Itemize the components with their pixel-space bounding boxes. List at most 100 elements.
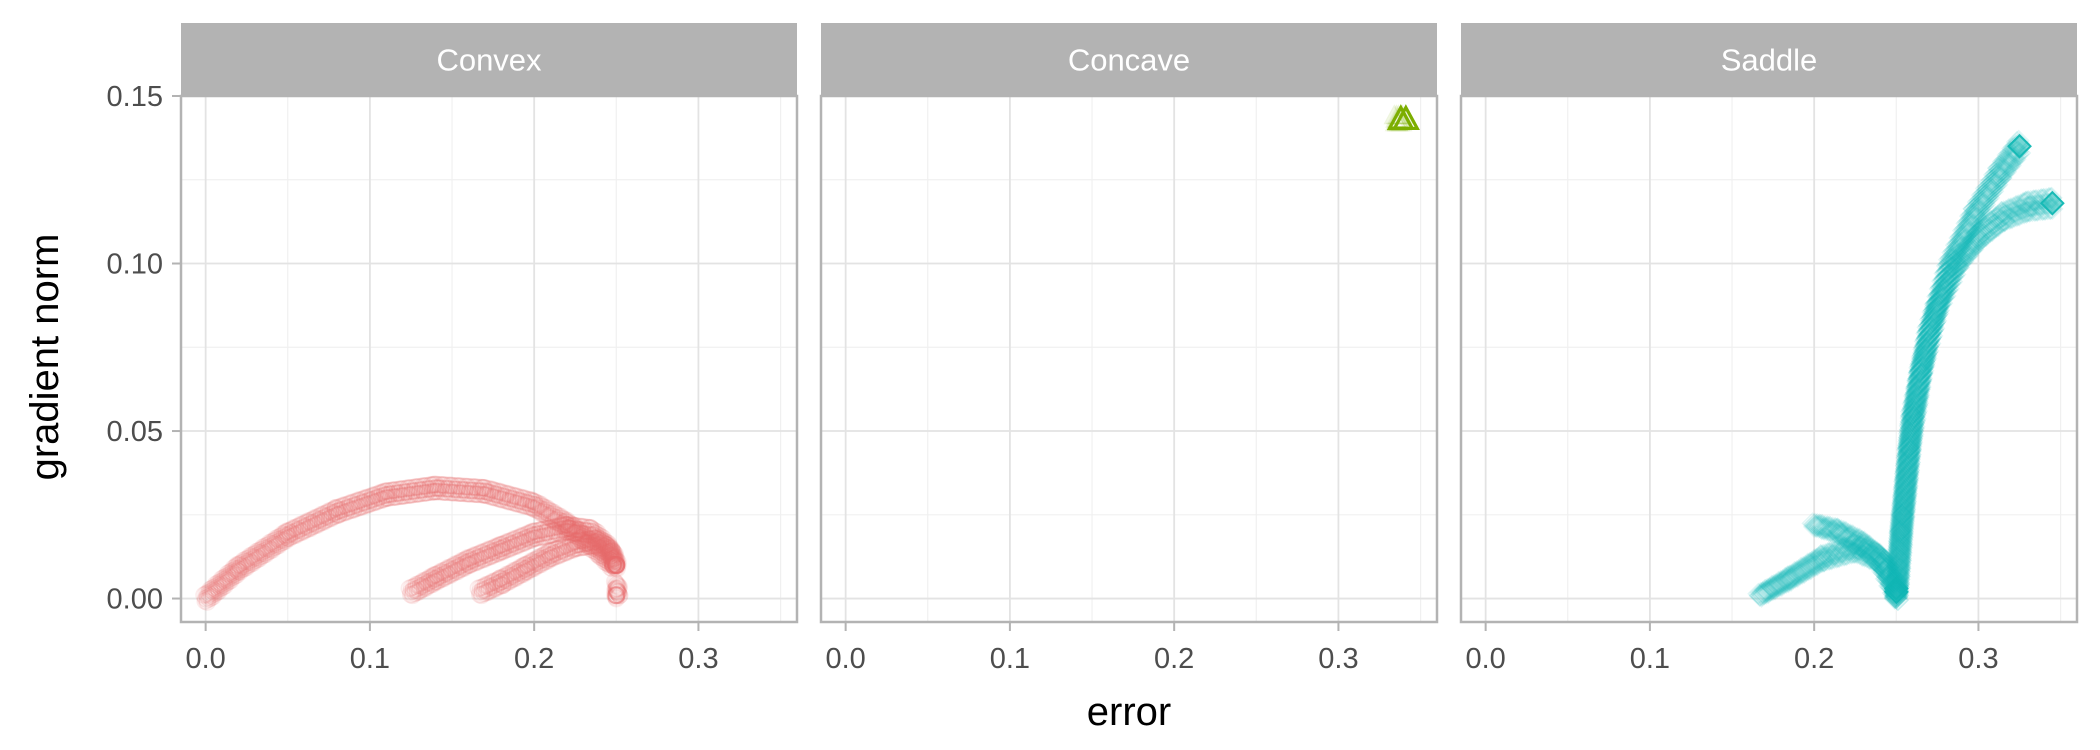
data-point bbox=[460, 485, 479, 503]
data-point bbox=[447, 561, 465, 580]
data-point bbox=[505, 569, 524, 588]
data-point bbox=[550, 524, 569, 543]
data-point bbox=[413, 577, 431, 596]
data-point bbox=[568, 520, 587, 539]
data-point bbox=[323, 505, 342, 523]
data-point bbox=[498, 491, 517, 510]
data-point bbox=[365, 489, 384, 508]
data-point bbox=[370, 484, 389, 503]
data-point bbox=[592, 546, 611, 564]
data-point bbox=[580, 530, 599, 549]
data-point bbox=[446, 563, 465, 581]
data-point bbox=[291, 517, 309, 535]
data-point bbox=[586, 542, 604, 560]
data-point bbox=[521, 523, 540, 542]
data-point bbox=[517, 490, 536, 508]
data-point bbox=[539, 519, 558, 538]
data-point bbox=[461, 555, 480, 573]
data-point bbox=[521, 498, 540, 516]
data-point bbox=[244, 552, 263, 571]
data-point bbox=[503, 489, 522, 508]
data-point bbox=[536, 523, 554, 542]
data-point bbox=[549, 517, 568, 536]
data-point bbox=[461, 478, 480, 496]
data-point bbox=[478, 576, 497, 595]
data-point bbox=[360, 490, 379, 509]
data-point bbox=[534, 527, 553, 546]
data-point bbox=[499, 485, 518, 504]
data-point bbox=[497, 567, 516, 585]
data-point bbox=[590, 527, 609, 545]
data-point bbox=[516, 496, 534, 515]
data-point bbox=[422, 576, 440, 594]
data-point bbox=[412, 484, 431, 503]
data-point bbox=[506, 537, 524, 556]
data-point bbox=[525, 493, 544, 511]
data-point bbox=[493, 491, 512, 509]
data-point bbox=[439, 483, 458, 502]
data-point bbox=[468, 552, 487, 570]
data-point bbox=[481, 541, 499, 559]
data-point bbox=[593, 533, 612, 552]
data-point bbox=[484, 580, 503, 599]
data-point bbox=[487, 579, 505, 598]
data-point bbox=[509, 492, 528, 510]
data-point bbox=[326, 500, 344, 519]
data-point bbox=[427, 570, 445, 588]
data-point bbox=[395, 483, 413, 502]
data-point bbox=[415, 578, 434, 596]
data-point bbox=[592, 543, 611, 562]
data-point bbox=[255, 546, 273, 564]
data-point bbox=[453, 480, 471, 499]
data-point bbox=[452, 556, 470, 574]
data-point bbox=[246, 549, 265, 567]
data-point bbox=[380, 485, 399, 503]
data-point bbox=[570, 523, 589, 542]
data-point bbox=[566, 517, 585, 535]
data-point bbox=[573, 521, 592, 540]
data-point bbox=[459, 552, 478, 571]
data-point bbox=[212, 570, 231, 588]
data-point bbox=[565, 526, 584, 545]
data-point bbox=[426, 482, 445, 501]
data-point bbox=[556, 522, 575, 541]
data-point bbox=[316, 507, 335, 525]
data-point bbox=[479, 583, 498, 601]
data-point bbox=[576, 518, 595, 537]
data-point bbox=[520, 530, 539, 549]
data-point bbox=[449, 477, 467, 495]
data-point bbox=[451, 477, 470, 496]
data-point bbox=[523, 492, 542, 511]
data-point bbox=[494, 575, 513, 593]
data-point bbox=[559, 519, 578, 538]
data-point bbox=[424, 475, 443, 494]
data-point bbox=[347, 496, 366, 515]
data-point bbox=[277, 527, 295, 546]
data-point bbox=[231, 556, 250, 575]
data-point bbox=[544, 510, 563, 529]
data-point bbox=[462, 548, 481, 566]
data-point bbox=[236, 550, 255, 569]
x-tick-label: 0.0 bbox=[825, 643, 865, 675]
data-point bbox=[433, 476, 451, 494]
data-point bbox=[257, 541, 276, 559]
data-point bbox=[590, 547, 609, 566]
data-point bbox=[556, 512, 575, 531]
data-point bbox=[590, 529, 608, 548]
data-point bbox=[272, 529, 291, 548]
data-point bbox=[281, 524, 300, 542]
data-point bbox=[521, 527, 539, 546]
data-point bbox=[491, 482, 510, 501]
data-point bbox=[553, 512, 572, 531]
data-point bbox=[453, 559, 472, 578]
data-point bbox=[574, 527, 593, 546]
data-point bbox=[572, 526, 591, 545]
data-point bbox=[453, 558, 472, 577]
data-point bbox=[372, 491, 390, 510]
data-point bbox=[204, 585, 222, 604]
data-point bbox=[222, 562, 241, 581]
data-point bbox=[586, 527, 605, 545]
data-point bbox=[521, 524, 539, 543]
data-point bbox=[208, 583, 226, 602]
data-point bbox=[557, 520, 576, 539]
